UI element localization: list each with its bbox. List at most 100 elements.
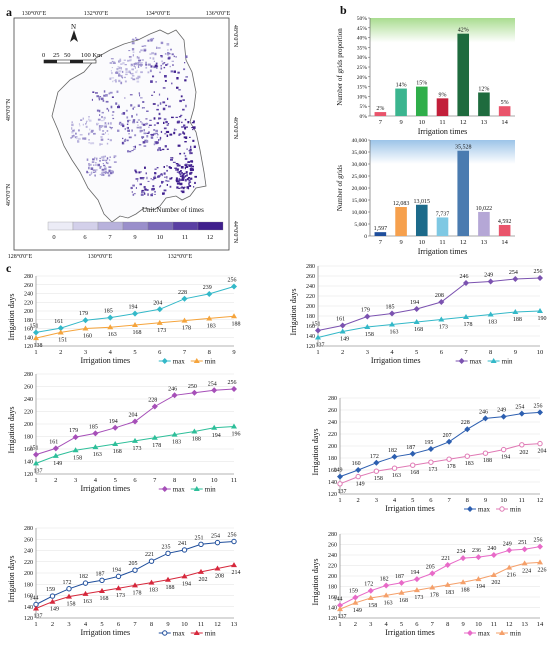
irrigation-pixel bbox=[151, 94, 154, 96]
irrigation-pixel bbox=[165, 104, 168, 107]
irrigation-pixel bbox=[163, 172, 166, 175]
scale-bar bbox=[43, 59, 97, 64]
irrigation-pixel bbox=[99, 173, 103, 176]
data-label-min: 194 bbox=[476, 584, 485, 590]
irrigation-pixel bbox=[144, 166, 146, 169]
irrigation-pixel bbox=[97, 163, 100, 167]
irrigation-pixel bbox=[159, 186, 161, 188]
x-axis-label: Irrigation times bbox=[81, 484, 131, 493]
irrigation-pixel bbox=[154, 52, 157, 56]
bar-chart-counts: 0 5,000 10,000 15,000 20,000 25,000 30,000 35,0… bbox=[336, 138, 515, 256]
irrigation-pixel bbox=[113, 62, 116, 64]
x-tick-label: 13 bbox=[521, 621, 528, 628]
bar-7 bbox=[374, 232, 387, 236]
irrigation-pixel bbox=[159, 174, 162, 176]
irrigation-pixel bbox=[154, 175, 156, 178]
x-axis-label: Irrigation times bbox=[371, 356, 421, 365]
irrigation-pixel bbox=[143, 129, 145, 132]
irrigation-pixel bbox=[139, 94, 141, 97]
point-marker bbox=[398, 579, 405, 586]
point-marker bbox=[33, 460, 39, 466]
irrigation-pixel bbox=[140, 49, 143, 52]
irrigation-pixel bbox=[140, 71, 143, 74]
irrigation-pixel bbox=[155, 132, 158, 134]
irrigation-pixel bbox=[130, 65, 132, 67]
irrigation-pixel bbox=[152, 75, 155, 78]
irrigation-pixel bbox=[134, 145, 136, 149]
data-label-max: 159 bbox=[349, 589, 358, 595]
x-tick-label: 10 bbox=[211, 477, 218, 484]
irrigation-pixel bbox=[130, 63, 133, 67]
irrigation-pixel bbox=[107, 138, 110, 140]
irrigation-pixel bbox=[158, 147, 161, 150]
irrigation-pixel bbox=[144, 188, 147, 191]
y-tick-label: 200 bbox=[328, 574, 337, 580]
irrigation-pixel bbox=[149, 53, 152, 55]
irrigation-pixel bbox=[137, 75, 141, 79]
data-label-min: 173 bbox=[133, 446, 142, 452]
irrigation-pixel bbox=[111, 114, 114, 116]
irrigation-pixel bbox=[147, 71, 150, 74]
point-marker bbox=[181, 547, 188, 553]
scale-label-100: 100 Km bbox=[81, 52, 102, 59]
irrigation-pixel bbox=[103, 164, 106, 167]
data-label-max: 185 bbox=[386, 305, 395, 311]
data-label-max: 239 bbox=[203, 285, 212, 291]
irrigation-pixel bbox=[131, 39, 134, 41]
y-tick-label: 120 bbox=[24, 344, 33, 350]
irrigation-pixel bbox=[187, 121, 190, 124]
irrigation-pixel bbox=[158, 112, 161, 116]
data-label-min: 183 bbox=[488, 320, 497, 326]
irrigation-pixel bbox=[131, 115, 133, 118]
data-label-max: 256 bbox=[228, 533, 237, 539]
irrigation-pixel bbox=[139, 129, 142, 133]
irrigation-pixel bbox=[193, 145, 196, 148]
irrigation-pixel bbox=[171, 53, 174, 56]
legend-label: 9 bbox=[133, 234, 136, 241]
point-marker bbox=[391, 465, 398, 471]
irrigation-pixel bbox=[182, 131, 184, 134]
irrigation-pixel bbox=[191, 122, 195, 124]
bar-value-label: 1,597 bbox=[374, 226, 388, 232]
irrigation-pixel bbox=[156, 134, 159, 136]
data-label-min: 183 bbox=[207, 323, 216, 329]
irrigation-pixel bbox=[105, 162, 107, 164]
x-tick-label: 10 bbox=[500, 497, 507, 504]
point-marker bbox=[181, 573, 188, 579]
irrigation-pixel bbox=[98, 98, 100, 101]
data-label-min: 188 bbox=[192, 437, 201, 443]
irrigation-pixel bbox=[140, 171, 142, 173]
data-label-min: 188 bbox=[461, 587, 470, 593]
irrigation-pixel bbox=[176, 164, 180, 167]
irrigation-pixel bbox=[192, 129, 194, 131]
irrigation-pixel bbox=[96, 158, 98, 161]
y-tick-label: 200 bbox=[24, 571, 33, 577]
data-label-min: 216 bbox=[507, 573, 516, 579]
x-tick-label: 8 bbox=[466, 497, 469, 504]
x-tick-label: 10 bbox=[419, 119, 426, 126]
irrigation-pixel bbox=[176, 77, 179, 80]
point-marker bbox=[490, 358, 497, 363]
point-marker bbox=[315, 327, 321, 334]
point-marker bbox=[409, 450, 416, 457]
irrigation-pixel bbox=[135, 71, 138, 74]
point-marker bbox=[460, 579, 467, 585]
irrigation-pixel bbox=[98, 109, 101, 113]
irrigation-pixel bbox=[141, 189, 144, 192]
data-label-max: 185 bbox=[104, 309, 113, 315]
irrigation-pixel bbox=[132, 78, 136, 81]
legend-swatch bbox=[97, 221, 124, 231]
irrigation-pixel bbox=[90, 142, 92, 145]
data-label-max: 207 bbox=[443, 433, 452, 439]
irrigation-pixel bbox=[85, 125, 88, 128]
irrigation-pixel bbox=[184, 127, 187, 130]
x-tick-label: 11 bbox=[231, 477, 237, 484]
irrigation-pixel bbox=[79, 124, 81, 127]
irrigation-pixel bbox=[105, 94, 108, 97]
irrigation-pixel bbox=[143, 132, 146, 135]
irrigation-pixel bbox=[173, 55, 175, 58]
data-label-min: 224 bbox=[522, 568, 531, 574]
irrigation-pixel bbox=[185, 55, 188, 58]
irrigation-pixel bbox=[151, 38, 154, 41]
irrigation-pixel bbox=[98, 127, 101, 130]
